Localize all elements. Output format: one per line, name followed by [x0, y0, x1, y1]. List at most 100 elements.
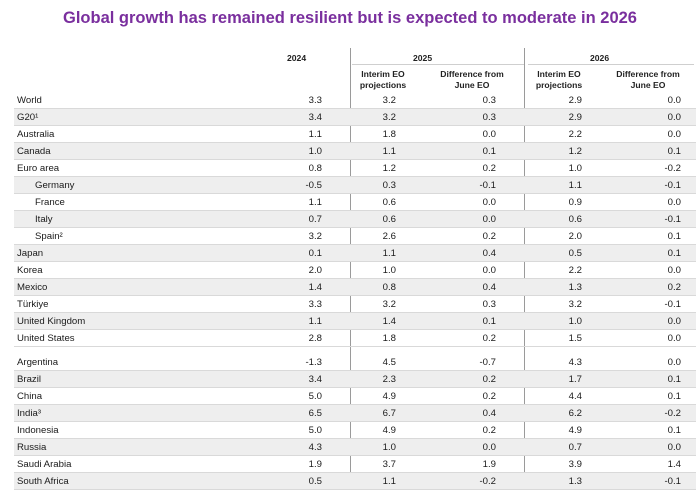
header-2024: 2024	[287, 53, 307, 63]
country-label: Spain²	[35, 231, 63, 242]
difference-2026: 0.0	[667, 442, 681, 453]
header-2026: 2026	[590, 53, 610, 63]
country-label: South Africa	[17, 476, 69, 487]
projection-2026: 1.1	[568, 180, 582, 191]
country-label: France	[35, 197, 65, 208]
projection-2025: 3.2	[382, 299, 396, 310]
projection-2026: 2.9	[568, 95, 582, 106]
projection-2026: 1.2	[568, 146, 582, 157]
table-row-south-africa: South Africa 0.5 1.1 -0.2 1.3 -0.1	[14, 473, 696, 490]
table-row-china: China 5.0 4.9 0.2 4.4 0.1	[14, 388, 696, 405]
difference-2026: 0.1	[667, 231, 681, 242]
projection-2025: 3.7	[382, 459, 396, 470]
difference-2025: 0.2	[482, 163, 496, 174]
table-row-united-kingdom: United Kingdom 1.1 1.4 0.1 1.0 0.0	[14, 313, 696, 330]
difference-2026: 0.1	[667, 146, 681, 157]
difference-2025: 0.4	[482, 248, 496, 259]
projection-2025: 0.3	[382, 180, 396, 191]
table-row-brazil: Brazil 3.4 2.3 0.2 1.7 0.1	[14, 371, 696, 388]
value-2024: 1.1	[308, 197, 322, 208]
value-2024: 3.3	[308, 299, 322, 310]
country-label: Japan	[17, 248, 44, 259]
table-row-france: France 1.1 0.6 0.0 0.9 0.0	[14, 194, 696, 211]
table-title: Global growth has remained resilient but…	[63, 9, 637, 27]
value-2024: 6.5	[308, 408, 322, 419]
country-label: Euro area	[17, 163, 60, 174]
projection-2026: 4.9	[568, 425, 582, 436]
difference-2025: 0.2	[482, 333, 496, 344]
value-2024: 1.4	[308, 282, 322, 293]
projection-2026: 3.9	[568, 459, 582, 470]
difference-2026: 0.1	[667, 391, 681, 402]
table-row-indonesia: Indonesia 5.0 4.9 0.2 4.9 0.1	[14, 422, 696, 439]
value-2024: 2.8	[308, 333, 322, 344]
difference-2025: 0.1	[482, 316, 496, 327]
header-interim-2025: Interim EO projections	[359, 69, 407, 90]
table-row-turkiye: Türkiye 3.3 3.2 0.3 3.2 -0.1	[14, 296, 696, 313]
table-row-canada: Canada 1.0 1.1 0.1 1.2 0.1	[14, 143, 696, 160]
projection-2026: 0.9	[568, 197, 582, 208]
country-label: Italy	[35, 214, 53, 225]
difference-2025: 0.0	[482, 197, 496, 208]
country-label: Saudi Arabia	[17, 459, 72, 470]
data-table: World 3.3 3.2 0.3 2.9 0.0 G20¹ 3.4 3.2 0…	[14, 92, 696, 490]
country-label: Korea	[17, 265, 43, 276]
projection-2025: 1.8	[382, 129, 396, 140]
difference-2025: 0.2	[482, 425, 496, 436]
value-2024: 4.3	[308, 442, 322, 453]
projection-2026: 6.2	[568, 408, 582, 419]
difference-2025: 0.2	[482, 231, 496, 242]
country-label: G20¹	[17, 112, 39, 123]
column-separator-2026	[524, 48, 525, 488]
difference-2025: 0.0	[482, 129, 496, 140]
difference-2025: 0.2	[482, 391, 496, 402]
table-row-g20: G20¹ 3.4 3.2 0.3 2.9 0.0	[14, 109, 696, 126]
projection-2025: 1.1	[382, 476, 396, 487]
country-label: Türkiye	[17, 299, 49, 310]
country-label: China	[17, 391, 43, 402]
value-2024: 3.4	[308, 112, 322, 123]
table-row-australia: Australia 1.1 1.8 0.0 2.2 0.0	[14, 126, 696, 143]
projection-2025: 6.7	[382, 408, 396, 419]
value-2024: -1.3	[305, 357, 322, 368]
projection-2025: 2.6	[382, 231, 396, 242]
difference-2026: -0.2	[664, 408, 681, 419]
table-row-saudi-arabia: Saudi Arabia 1.9 3.7 1.9 3.9 1.4	[14, 456, 696, 473]
projection-2025: 0.6	[382, 197, 396, 208]
value-2024: 3.3	[308, 95, 322, 106]
difference-2026: 0.0	[667, 129, 681, 140]
projection-2026: 2.9	[568, 112, 582, 123]
country-label: Argentina	[17, 357, 59, 368]
projection-2026: 1.0	[568, 163, 582, 174]
difference-2026: 0.0	[667, 197, 681, 208]
table-row-world: World 3.3 3.2 0.3 2.9 0.0	[14, 92, 696, 109]
difference-2025: 0.4	[482, 408, 496, 419]
value-2024: 1.0	[308, 146, 322, 157]
projection-2025: 0.6	[382, 214, 396, 225]
projection-2025: 4.9	[382, 425, 396, 436]
difference-2026: -0.1	[664, 476, 681, 487]
table-row-korea: Korea 2.0 1.0 0.0 2.2 0.0	[14, 262, 696, 279]
value-2024: 3.4	[308, 374, 322, 385]
projection-2025: 2.3	[382, 374, 396, 385]
table-row-japan: Japan 0.1 1.1 0.4 0.5 0.1	[14, 245, 696, 262]
column-separator-2025	[350, 48, 351, 488]
projection-2026: 1.3	[568, 282, 582, 293]
country-label: World	[17, 95, 42, 106]
table-row-argentina: Argentina -1.3 4.5 -0.7 4.3 0.0	[14, 354, 696, 371]
difference-2026: -0.2	[664, 163, 681, 174]
value-2024: 1.9	[308, 459, 322, 470]
value-2024: 0.7	[308, 214, 322, 225]
header-difference-2026: Difference from June EO	[616, 69, 680, 90]
value-2024: 1.1	[308, 316, 322, 327]
projection-2025: 1.2	[382, 163, 396, 174]
difference-2026: 0.1	[667, 374, 681, 385]
difference-2025: 0.2	[482, 374, 496, 385]
projection-2026: 1.7	[568, 374, 582, 385]
projection-2025: 1.4	[382, 316, 396, 327]
projection-2025: 0.8	[382, 282, 396, 293]
difference-2026: 0.1	[667, 248, 681, 259]
projection-2026: 2.2	[568, 129, 582, 140]
projection-2025: 4.5	[382, 357, 396, 368]
header-rule-2025	[352, 64, 524, 65]
